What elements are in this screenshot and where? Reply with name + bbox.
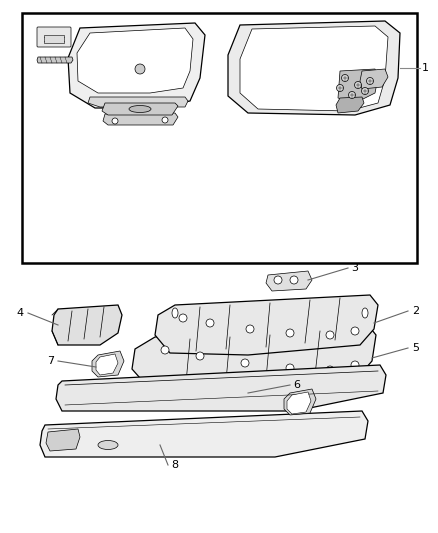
Circle shape	[179, 314, 187, 322]
Circle shape	[326, 366, 334, 374]
Circle shape	[367, 77, 374, 85]
Text: 4: 4	[17, 308, 24, 318]
Polygon shape	[228, 21, 400, 115]
Polygon shape	[360, 69, 388, 89]
Circle shape	[161, 346, 169, 354]
Circle shape	[286, 364, 294, 372]
Polygon shape	[266, 271, 312, 291]
Circle shape	[286, 329, 294, 337]
Bar	[22, 13, 417, 263]
Circle shape	[274, 276, 282, 284]
Circle shape	[349, 92, 356, 99]
Polygon shape	[92, 351, 124, 377]
Circle shape	[336, 85, 343, 92]
Bar	[44, 35, 64, 43]
Text: 3: 3	[351, 263, 358, 273]
Circle shape	[326, 331, 334, 339]
Text: 5: 5	[412, 343, 419, 353]
Polygon shape	[155, 295, 378, 355]
Polygon shape	[46, 429, 80, 451]
Polygon shape	[102, 103, 178, 115]
Polygon shape	[37, 57, 73, 63]
Circle shape	[246, 325, 254, 333]
Polygon shape	[240, 26, 388, 111]
Circle shape	[196, 352, 204, 360]
Polygon shape	[77, 28, 193, 93]
Ellipse shape	[172, 308, 178, 318]
Circle shape	[351, 327, 359, 335]
Circle shape	[206, 319, 214, 327]
Polygon shape	[103, 113, 178, 125]
Polygon shape	[68, 23, 205, 108]
Polygon shape	[336, 97, 364, 113]
Polygon shape	[56, 365, 386, 411]
Circle shape	[162, 117, 168, 123]
Text: 7: 7	[47, 356, 54, 366]
Text: 1: 1	[422, 63, 429, 73]
Polygon shape	[40, 411, 368, 457]
Polygon shape	[284, 389, 316, 415]
Text: 2: 2	[412, 306, 419, 316]
Circle shape	[351, 361, 359, 369]
Polygon shape	[287, 392, 311, 414]
Text: 8: 8	[171, 460, 178, 470]
Circle shape	[342, 75, 349, 82]
FancyBboxPatch shape	[37, 27, 71, 47]
Circle shape	[112, 118, 118, 124]
Ellipse shape	[129, 106, 151, 112]
Circle shape	[354, 82, 361, 88]
Polygon shape	[88, 97, 188, 107]
Circle shape	[361, 87, 368, 94]
Polygon shape	[96, 354, 118, 375]
Circle shape	[135, 64, 145, 74]
Polygon shape	[132, 325, 376, 389]
Polygon shape	[52, 305, 122, 345]
Ellipse shape	[98, 440, 118, 449]
Text: 6: 6	[293, 380, 300, 390]
Circle shape	[241, 359, 249, 367]
Polygon shape	[338, 69, 378, 103]
Circle shape	[290, 276, 298, 284]
Ellipse shape	[362, 308, 368, 318]
